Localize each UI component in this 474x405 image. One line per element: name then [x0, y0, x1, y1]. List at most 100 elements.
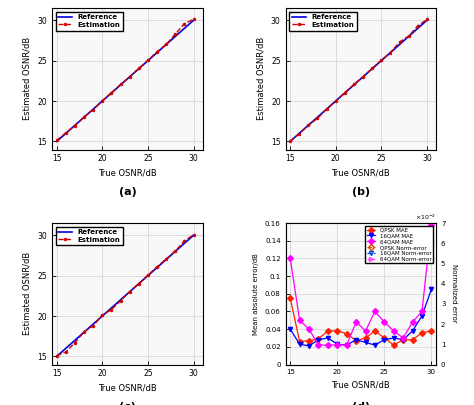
Reference — [100, 98, 105, 103]
Reference — [54, 139, 60, 144]
Estimation — [369, 66, 375, 71]
Estimation — [136, 66, 142, 71]
QPSK Norm-error — [287, 164, 293, 169]
X-axis label: True OSNR/dB: True OSNR/dB — [98, 169, 157, 178]
Estimation — [424, 17, 430, 22]
Estimation — [100, 98, 105, 103]
Estimation — [54, 138, 60, 143]
QPSK MAE — [344, 331, 349, 336]
Estimation — [91, 107, 96, 112]
Reference — [72, 338, 78, 343]
Estimation — [342, 90, 347, 95]
Estimation — [91, 323, 96, 328]
Line: 64QAM Norm-error: 64QAM Norm-error — [288, 0, 433, 326]
Estimation — [118, 82, 123, 87]
16QAM MAE — [287, 327, 293, 332]
64QAM MAE — [419, 309, 425, 314]
Reference — [81, 330, 87, 335]
QPSK Norm-error — [316, 305, 321, 310]
16QAM Norm-error — [344, 322, 349, 326]
QPSK Norm-error — [344, 301, 349, 306]
Estimation — [324, 107, 329, 111]
Reference — [164, 42, 169, 47]
QPSK Norm-error — [428, 291, 434, 296]
QPSK Norm-error — [363, 305, 368, 310]
64QAM Norm-error — [372, 231, 378, 236]
16QAM Norm-error — [372, 322, 378, 326]
64QAM Norm-error — [353, 261, 359, 266]
QPSK Norm-error — [410, 311, 415, 316]
Reference — [145, 58, 151, 63]
Reference — [173, 34, 178, 39]
Reference — [424, 18, 430, 23]
Estimation — [182, 239, 187, 243]
Reference — [378, 58, 384, 63]
16QAM Norm-error — [335, 318, 340, 322]
16QAM MAE — [419, 313, 425, 318]
16QAM Norm-error — [297, 311, 302, 316]
Line: Estimation: Estimation — [55, 233, 195, 357]
16QAM Norm-error — [363, 318, 368, 322]
16QAM MAE — [297, 342, 302, 347]
Estimation — [63, 350, 69, 354]
64QAM Norm-error — [410, 261, 415, 266]
64QAM MAE — [335, 343, 340, 347]
Estimation — [118, 298, 123, 303]
64QAM Norm-error — [335, 322, 340, 326]
Estimation — [164, 257, 169, 262]
Estimation — [72, 340, 78, 345]
Reference — [324, 107, 329, 111]
64QAM Norm-error — [419, 59, 425, 64]
QPSK MAE — [306, 338, 312, 343]
Estimation — [109, 90, 114, 95]
Estimation — [127, 75, 133, 79]
QPSK Norm-error — [372, 301, 378, 306]
QPSK Norm-error — [353, 311, 359, 316]
Estimation — [63, 130, 69, 135]
Estimation — [315, 116, 320, 121]
Reference — [351, 83, 357, 87]
64QAM Norm-error — [325, 285, 331, 290]
Legend: Reference, Estimation: Reference, Estimation — [55, 12, 123, 30]
Estimation — [182, 21, 187, 26]
Estimation — [378, 58, 384, 63]
Reference — [72, 123, 78, 128]
Reference — [191, 18, 196, 23]
Estimation — [109, 307, 114, 312]
Estimation — [333, 98, 338, 103]
QPSK MAE — [325, 328, 331, 333]
Estimation — [173, 249, 178, 254]
Reference — [100, 313, 105, 318]
Line: Estimation: Estimation — [55, 18, 195, 142]
64QAM Norm-error — [391, 281, 397, 286]
Estimation — [351, 82, 357, 87]
64QAM MAE — [306, 327, 312, 332]
Estimation — [54, 353, 60, 358]
16QAM MAE — [363, 340, 368, 345]
16QAM MAE — [353, 337, 359, 342]
16QAM MAE — [344, 343, 349, 347]
QPSK Norm-error — [325, 281, 331, 286]
QPSK MAE — [353, 338, 359, 343]
Reference — [333, 98, 338, 103]
QPSK MAE — [316, 337, 321, 341]
Line: QPSK MAE: QPSK MAE — [288, 296, 433, 347]
Line: Reference: Reference — [290, 20, 427, 141]
64QAM Norm-error — [316, 281, 321, 286]
Reference — [342, 91, 347, 96]
Reference — [154, 50, 160, 55]
64QAM Norm-error — [344, 311, 349, 316]
64QAM Norm-error — [382, 261, 387, 266]
16QAM MAE — [306, 343, 312, 348]
Estimation — [154, 49, 160, 54]
Line: 64QAM MAE: 64QAM MAE — [288, 223, 433, 347]
16QAM Norm-error — [287, 265, 293, 270]
Estimation — [145, 273, 151, 278]
Reference — [296, 131, 302, 136]
Reference — [388, 50, 393, 55]
16QAM Norm-error — [353, 311, 359, 316]
16QAM MAE — [325, 336, 331, 341]
Reference — [406, 34, 411, 39]
QPSK MAE — [401, 337, 406, 342]
Line: QPSK Norm-error: QPSK Norm-error — [288, 164, 433, 326]
